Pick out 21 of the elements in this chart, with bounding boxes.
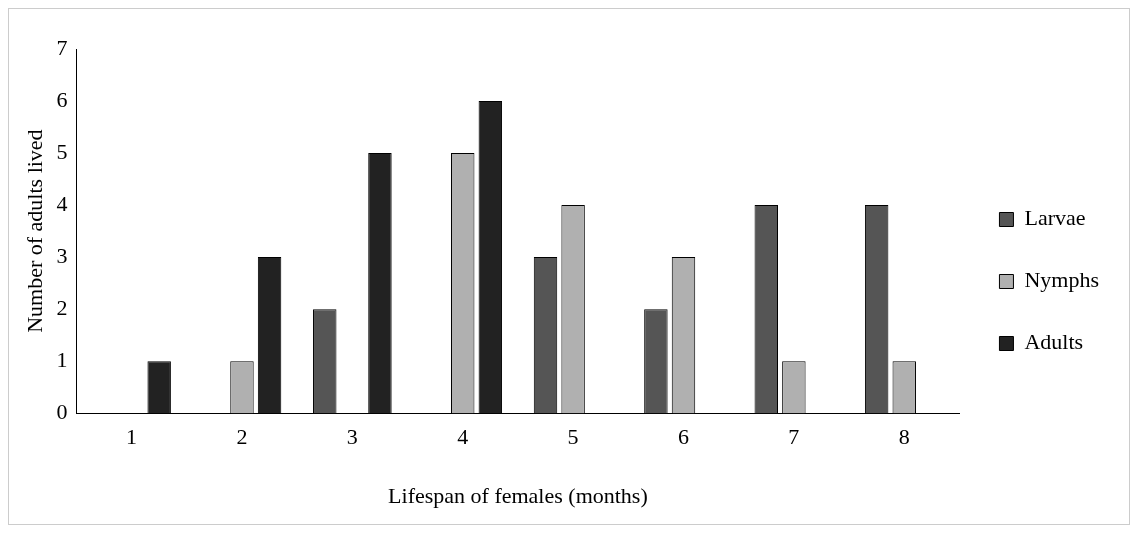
legend-label: Adults [1024,329,1084,355]
y-tick-label: 5 [56,138,68,164]
y-tick-label: 3 [56,242,68,268]
x-tick-label: 8 [898,424,910,450]
x-tick-label: 4 [457,424,469,450]
x-axis-title: Lifespan of females (months) [388,482,648,508]
y-tick-label: 4 [56,190,68,216]
y-tick-label: 0 [56,398,68,424]
y-tick-label: 1 [56,346,68,372]
legend-label: Larvae [1024,205,1086,231]
y-tick-label: 6 [56,86,68,112]
y-axis-title: Number of adults lived [21,129,47,333]
y-tick-label: 7 [56,34,68,60]
x-tick-label: 1 [126,424,138,450]
legend-label: Nymphs [1024,267,1099,293]
x-tick-label: 7 [788,424,800,450]
x-tick-label: 3 [346,424,358,450]
x-tick-label: 5 [567,424,579,450]
x-tick-label: 2 [236,424,248,450]
x-tick-label: 6 [677,424,689,450]
y-tick-label: 2 [56,294,68,320]
